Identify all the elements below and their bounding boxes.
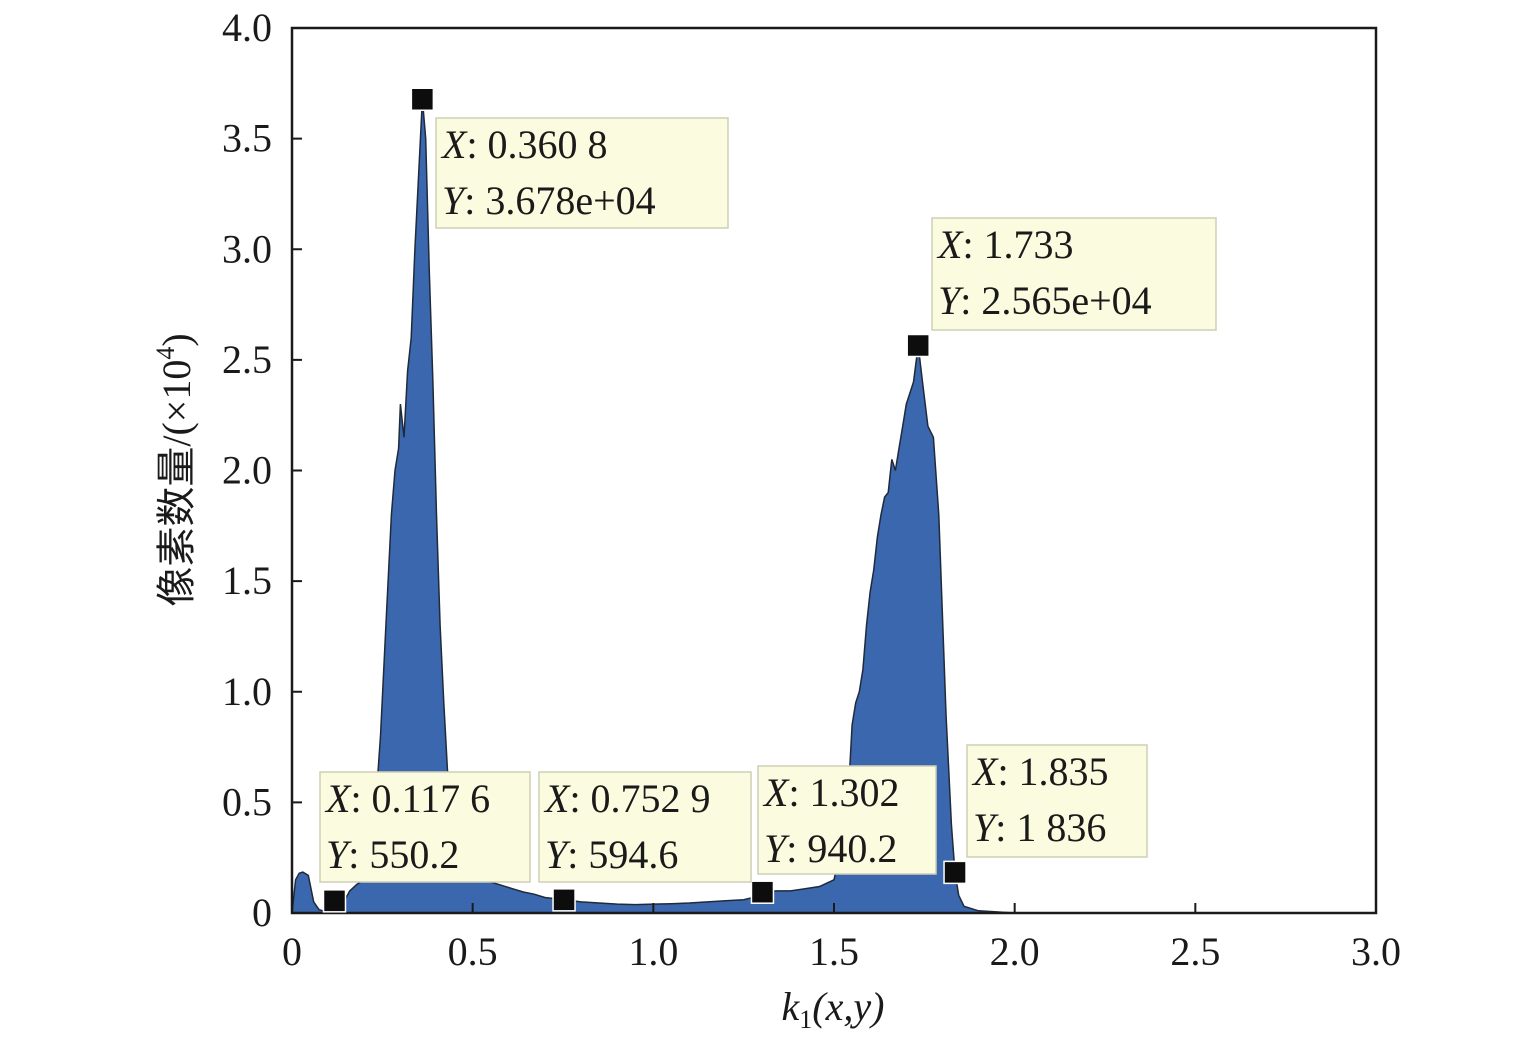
x-tick-label: 2.5: [1170, 929, 1220, 974]
data-tip-line: X: 1.733: [936, 222, 1074, 267]
y-tick-label: 0: [252, 890, 272, 935]
data-tip-value: : 1 836: [995, 805, 1106, 850]
data-tip: X: 1.835 Y: 1 836: [966, 744, 1148, 858]
data-tip-key: Y: [545, 832, 571, 877]
data-tip-value: : 550.2: [348, 832, 459, 877]
y-axis-title-main: 像素数量/(×10: [154, 360, 199, 607]
data-tip-line: X: 1.835: [971, 749, 1109, 794]
data-tip-value: : 2.565e+04: [960, 278, 1151, 323]
data-tip-key: Y: [442, 178, 468, 223]
data-tip-marker: [552, 888, 576, 912]
data-tip-marker: [322, 889, 347, 913]
data-tip-key: X: [971, 749, 999, 794]
y-tick-label: 2.5: [222, 337, 272, 382]
data-tip-key: Y: [938, 278, 964, 323]
data-tip-line: Y: 594.6: [545, 832, 678, 877]
y-axis-title-sup: 4: [151, 347, 180, 360]
data-tip-key: X: [543, 776, 571, 821]
y-tick-label: 0.5: [222, 779, 272, 824]
data-tip-marker: [943, 860, 967, 885]
data-tip-marker: [750, 880, 775, 904]
data-tip-value: : 3.678e+04: [464, 178, 655, 223]
data-tip-line: X: 1.302: [762, 770, 900, 815]
data-tip-key: X: [440, 122, 468, 167]
data-tip-line: Y: 3.678e+04: [442, 178, 656, 223]
data-tip-line: Y: 2.565e+04: [938, 278, 1152, 323]
data-tip-key: Y: [973, 805, 999, 850]
data-tip-line: X: 0.360 8: [440, 122, 608, 167]
x-axis-title: k1(x,y): [782, 984, 885, 1034]
data-tip-key: X: [762, 770, 790, 815]
data-tip-value: : 0.360 8: [466, 122, 607, 167]
x-tick-label: 0: [282, 929, 302, 974]
data-tip-value: : 0.117 6: [350, 776, 490, 821]
data-tip-line: Y: 1 836: [973, 805, 1106, 850]
x-axis: 0 0.5 1.0 1.5 2.0 2.5 3.0: [282, 903, 1401, 974]
data-tip-key: X: [936, 222, 964, 267]
data-tip-value: : 1.302: [788, 770, 899, 815]
y-tick-label: 1.0: [222, 669, 272, 714]
x-tick-label: 1.0: [628, 929, 678, 974]
data-tip: X: 0.360 8 Y: 3.678e+04: [435, 117, 729, 229]
data-tip-box: [757, 765, 937, 875]
data-tip: X: 1.302 Y: 940.2: [757, 765, 937, 875]
data-tip-key: Y: [326, 832, 352, 877]
data-tip-box: [319, 771, 531, 883]
x-axis-title-rest: (x,y): [812, 984, 884, 1029]
data-tip-value: : 940.2: [786, 826, 897, 871]
data-tip-markers: [322, 87, 967, 913]
x-axis-title-base: k: [782, 984, 801, 1029]
x-tick-label: 1.5: [809, 929, 859, 974]
data-tip-line: X: 0.117 6: [324, 776, 490, 821]
data-tip-marker: [906, 333, 930, 358]
data-tip-line: Y: 940.2: [764, 826, 897, 871]
data-tip-box: [435, 117, 729, 229]
data-tip-key: Y: [764, 826, 790, 871]
data-tip-value: : 1.835: [997, 749, 1108, 794]
y-tick-label: 4.0: [222, 5, 272, 50]
data-tip-line: X: 0.752 9: [543, 776, 711, 821]
y-tick-label: 1.5: [222, 558, 272, 603]
data-tip-box: [538, 771, 752, 883]
y-tick-label: 3.0: [222, 226, 272, 271]
y-axis-title-end: ): [154, 333, 199, 346]
y-tick-label: 2.0: [222, 448, 272, 493]
x-tick-label: 3.0: [1351, 929, 1401, 974]
data-tip: X: 0.752 9 Y: 594.6: [538, 771, 752, 883]
data-tip-line: Y: 550.2: [326, 832, 459, 877]
data-tip: X: 1.733 Y: 2.565e+04: [931, 217, 1217, 331]
y-axis-title: 像素数量/(×104): [151, 333, 199, 606]
data-tip: X: 0.117 6 Y: 550.2: [319, 771, 531, 883]
data-tip-value: : 0.752 9: [569, 776, 710, 821]
data-tip-value: : 1.733: [962, 222, 1073, 267]
data-tip-box: [966, 744, 1148, 858]
data-tip-value: : 594.6: [567, 832, 678, 877]
y-tick-label: 3.5: [222, 116, 272, 161]
data-tip-marker: [410, 87, 435, 111]
x-axis-title-sub: 1: [799, 1005, 812, 1034]
y-axis: 0 0.5 1.0 1.5 2.0 2.5 3.0 3.5 4.0: [222, 5, 302, 935]
x-tick-label: 0.5: [448, 929, 498, 974]
data-tip-box: [931, 217, 1217, 331]
x-tick-label: 2.0: [990, 929, 1040, 974]
data-tip-key: X: [324, 776, 352, 821]
